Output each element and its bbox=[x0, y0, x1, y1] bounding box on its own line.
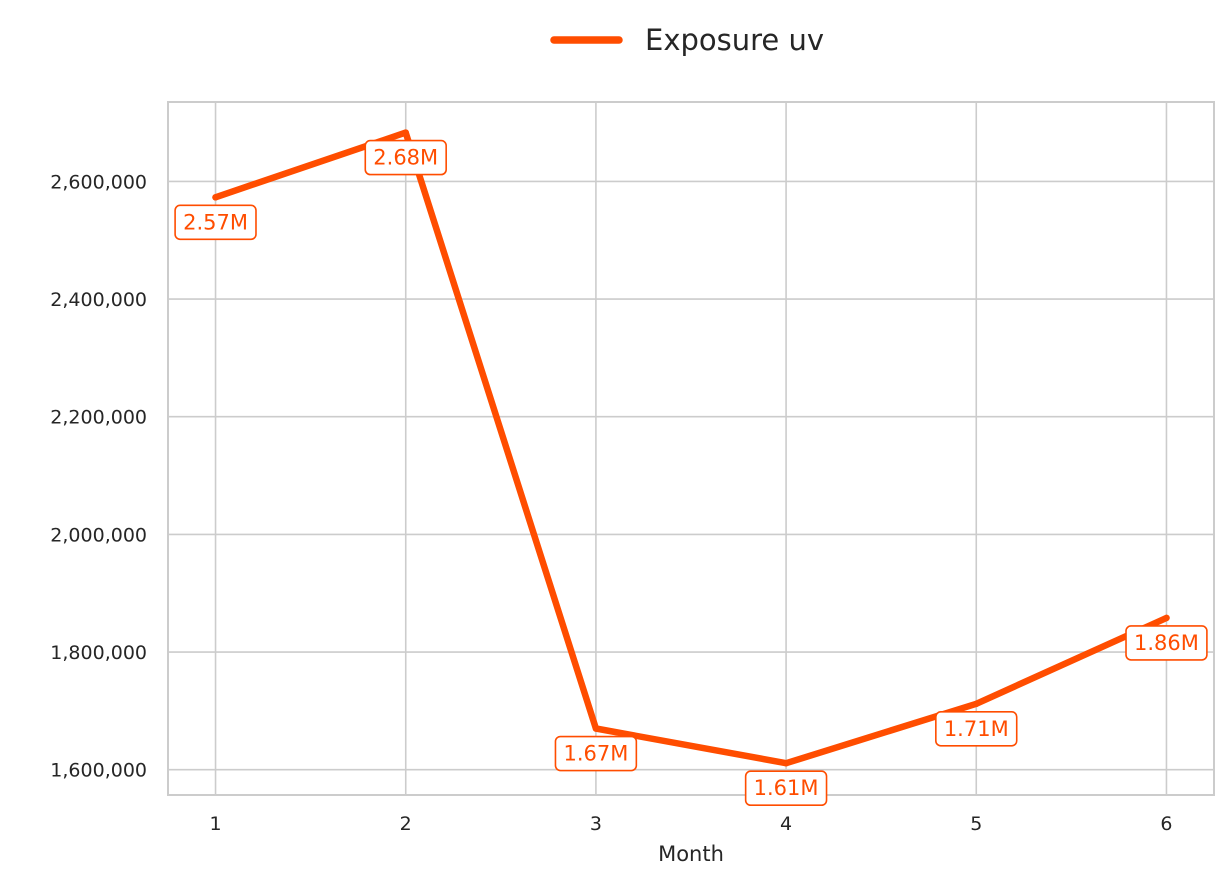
data-label-box bbox=[935, 711, 1018, 747]
legend: Exposure uv bbox=[550, 23, 824, 57]
data-point bbox=[782, 760, 790, 767]
data-label: 1.86M bbox=[1125, 625, 1208, 661]
y-tick-label: 1,800,000 bbox=[50, 642, 147, 664]
data-label-text: 1.67M bbox=[563, 742, 628, 766]
data-label-box bbox=[364, 139, 447, 176]
data-label-text: 1.71M bbox=[944, 717, 1009, 741]
tick-labels: 1 2 3 4 5 6 1,600,000 1,800,000 2,000,000 2,200,0… bbox=[50, 171, 1172, 835]
data-point bbox=[402, 129, 409, 136]
x-tick-label: 1 bbox=[209, 813, 221, 835]
series-line-exposure-uv bbox=[212, 129, 1170, 767]
data-label-box bbox=[554, 735, 638, 772]
data-label-text: 2.57M bbox=[183, 210, 248, 234]
data-point bbox=[973, 700, 980, 708]
y-tick-label: 2,600,000 bbox=[50, 171, 147, 193]
data-label: 1.61M bbox=[744, 770, 828, 807]
y-tick-label: 2,000,000 bbox=[50, 524, 147, 546]
data-label-text: 1.86M bbox=[1134, 631, 1199, 655]
x-tick-label: 4 bbox=[780, 813, 792, 835]
y-tick-label: 2,200,000 bbox=[50, 407, 147, 429]
grid-lines bbox=[168, 102, 1214, 795]
plot-frame bbox=[167, 101, 1215, 796]
data-label-box bbox=[744, 770, 828, 807]
legend-entry-label: Exposure uv bbox=[645, 23, 824, 57]
data-label-text: 2.68M bbox=[373, 146, 438, 170]
x-tick-label: 3 bbox=[590, 813, 602, 835]
data-label-box bbox=[1125, 625, 1208, 661]
data-point bbox=[592, 725, 600, 732]
x-tick-label: 6 bbox=[1160, 813, 1172, 835]
data-label: 1.67M bbox=[554, 735, 638, 772]
data-label-text: 1.61M bbox=[754, 776, 819, 800]
x-tick-label: 5 bbox=[970, 813, 982, 835]
series-layer bbox=[212, 129, 1170, 767]
data-label: 2.57M bbox=[174, 204, 257, 241]
x-tick-label: 2 bbox=[400, 813, 412, 835]
data-label: 2.68M bbox=[364, 139, 447, 176]
data-point bbox=[1163, 614, 1170, 622]
data-label-box bbox=[174, 204, 257, 241]
y-tick-label: 2,400,000 bbox=[50, 289, 147, 311]
x-axis-label: Month bbox=[658, 842, 724, 866]
data-point bbox=[212, 194, 219, 201]
data-labels: 2.57M 2.68M 1.67M 1.61M 1.71M 1.86M bbox=[174, 139, 1208, 807]
data-label: 1.71M bbox=[935, 711, 1018, 747]
y-tick-label: 1,600,000 bbox=[50, 760, 147, 782]
